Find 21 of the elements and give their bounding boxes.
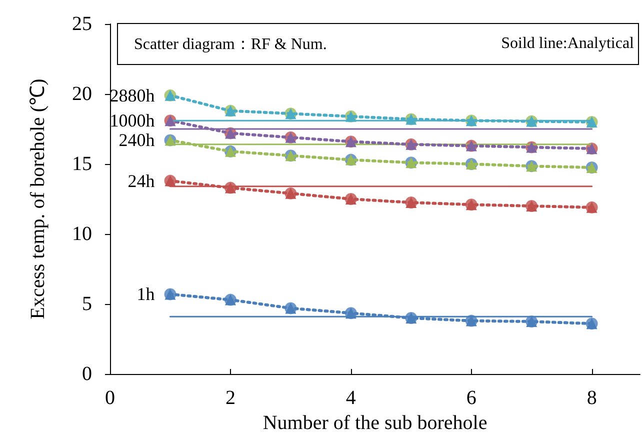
series-label: 2880h [110,85,155,106]
series-label: 24h [128,170,155,191]
annotation: Soild line:Analytical [501,35,634,53]
annotation: Scatter diagram：RF & Num. [134,34,327,54]
caption-box: Scatter diagram：RF & Num. Soild line:Analytical [117,23,639,65]
series-label: 240h [118,130,155,150]
y-tick-label: 0 [82,363,92,385]
x-axis-title: Number of the sub borehole [262,412,488,434]
series-label: 1000h [110,110,155,131]
y-tick-label: 10 [72,223,92,245]
y-tick-label: 5 [82,293,92,315]
y-tick-label: 20 [72,83,92,105]
x-tick-label: 8 [586,387,597,409]
x-tick-label: 6 [466,387,476,409]
y-tick-label: 25 [72,13,92,35]
x-tick-label: 0 [105,387,115,409]
series-label: 1h [136,284,155,304]
y-tick-label: 15 [72,153,92,175]
y-axis-title: Excess temp. of borehole (℃) [27,78,49,320]
x-tick-label: 2 [225,387,236,409]
x-tick-label: 4 [346,387,356,409]
